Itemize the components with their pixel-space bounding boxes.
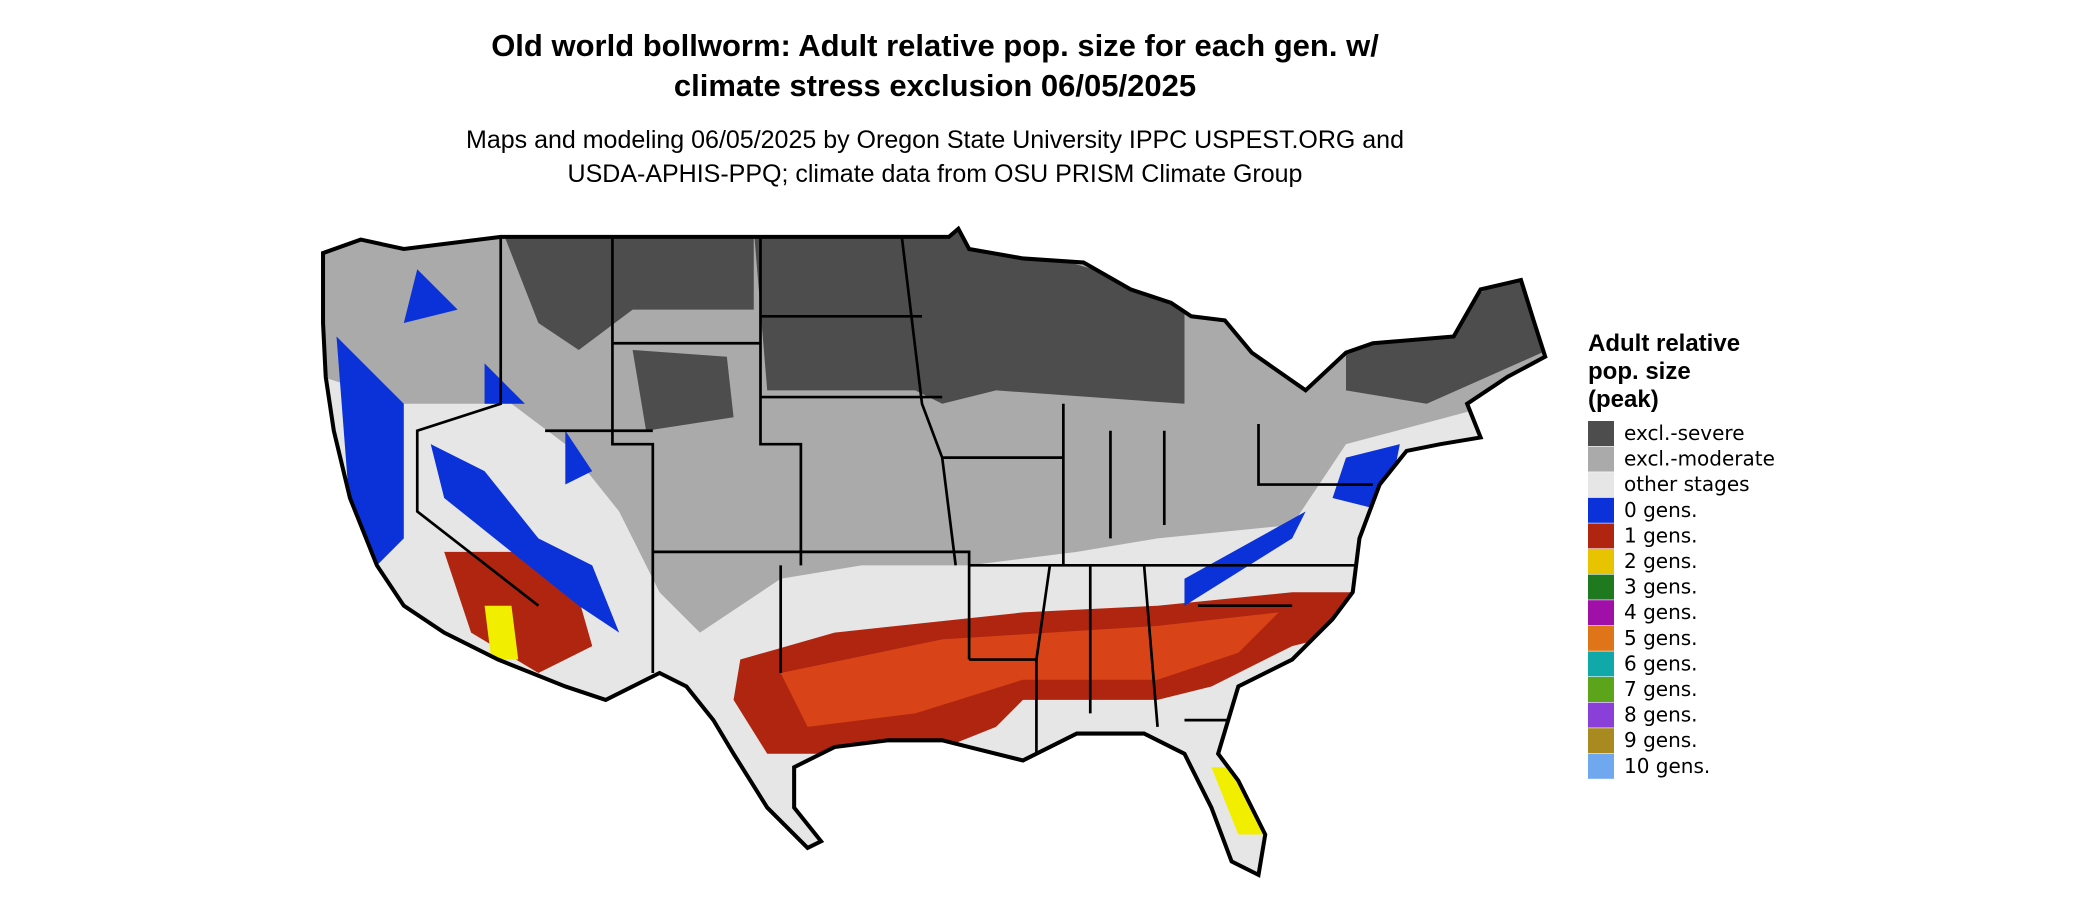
legend-swatch	[1588, 472, 1614, 498]
title-line: climate stress exclusion 06/05/2025	[674, 68, 1196, 103]
region-0gen	[1184, 511, 1306, 606]
legend-swatch	[1588, 574, 1614, 600]
legend-swatch	[1588, 702, 1614, 728]
legend-swatch	[1588, 549, 1614, 574]
legend-swatch	[1588, 625, 1614, 651]
titles: Old world bollworm: Adult relative pop. …	[466, 28, 1404, 188]
legend-swatch	[1588, 600, 1614, 626]
legend-label: 6 gens.	[1624, 651, 1698, 675]
legend-label: 4 gens.	[1624, 600, 1698, 624]
legend-label: 1 gens.	[1624, 523, 1698, 547]
legend-swatch	[1588, 753, 1614, 779]
legend-label: 0 gens.	[1624, 498, 1698, 522]
legend-swatch	[1588, 677, 1614, 702]
legend-label: 5 gens.	[1624, 626, 1698, 650]
region-severe	[753, 228, 1185, 404]
legend-label: 9 gens.	[1624, 728, 1698, 752]
legend-title: pop. size	[1588, 358, 1691, 385]
region-1gen	[780, 612, 1279, 727]
legend-label: excl.-moderate	[1624, 447, 1775, 471]
legend-label: 2 gens.	[1624, 549, 1698, 573]
region-severe	[504, 236, 754, 350]
region-0gen	[484, 363, 525, 404]
title-line: Old world bollworm: Adult relative pop. …	[491, 28, 1379, 63]
legend-swatch	[1588, 497, 1614, 523]
legend-title: Adult relative	[1588, 330, 1740, 357]
legend-label: 7 gens.	[1624, 677, 1698, 701]
legend-label: 8 gens.	[1624, 703, 1698, 727]
region-0gen	[565, 430, 593, 485]
legend-swatch	[1588, 446, 1614, 472]
legend-title: (peak)	[1588, 386, 1659, 413]
legend-label: 10 gens.	[1624, 754, 1710, 778]
region-severe	[632, 349, 734, 431]
legend-swatch	[1588, 651, 1614, 677]
legend-label: 3 gens.	[1624, 575, 1698, 599]
legend-swatch	[1588, 728, 1614, 754]
state-lines	[415, 236, 1373, 754]
legend-label: excl.-severe	[1624, 421, 1745, 445]
map	[310, 215, 1562, 892]
region-2gen	[821, 753, 916, 842]
legend-swatch	[1588, 523, 1614, 549]
subtitle-line: Maps and modeling 06/05/2025 by Oregon S…	[466, 126, 1404, 154]
legend-label: other stages	[1624, 472, 1750, 496]
region-0gen	[430, 444, 620, 633]
subtitle-line: USDA-APHIS-PPQ; climate data from OSU PR…	[568, 160, 1303, 188]
region-0gen	[403, 269, 458, 324]
region-2gen	[484, 605, 519, 660]
legend-swatch	[1588, 421, 1614, 446]
